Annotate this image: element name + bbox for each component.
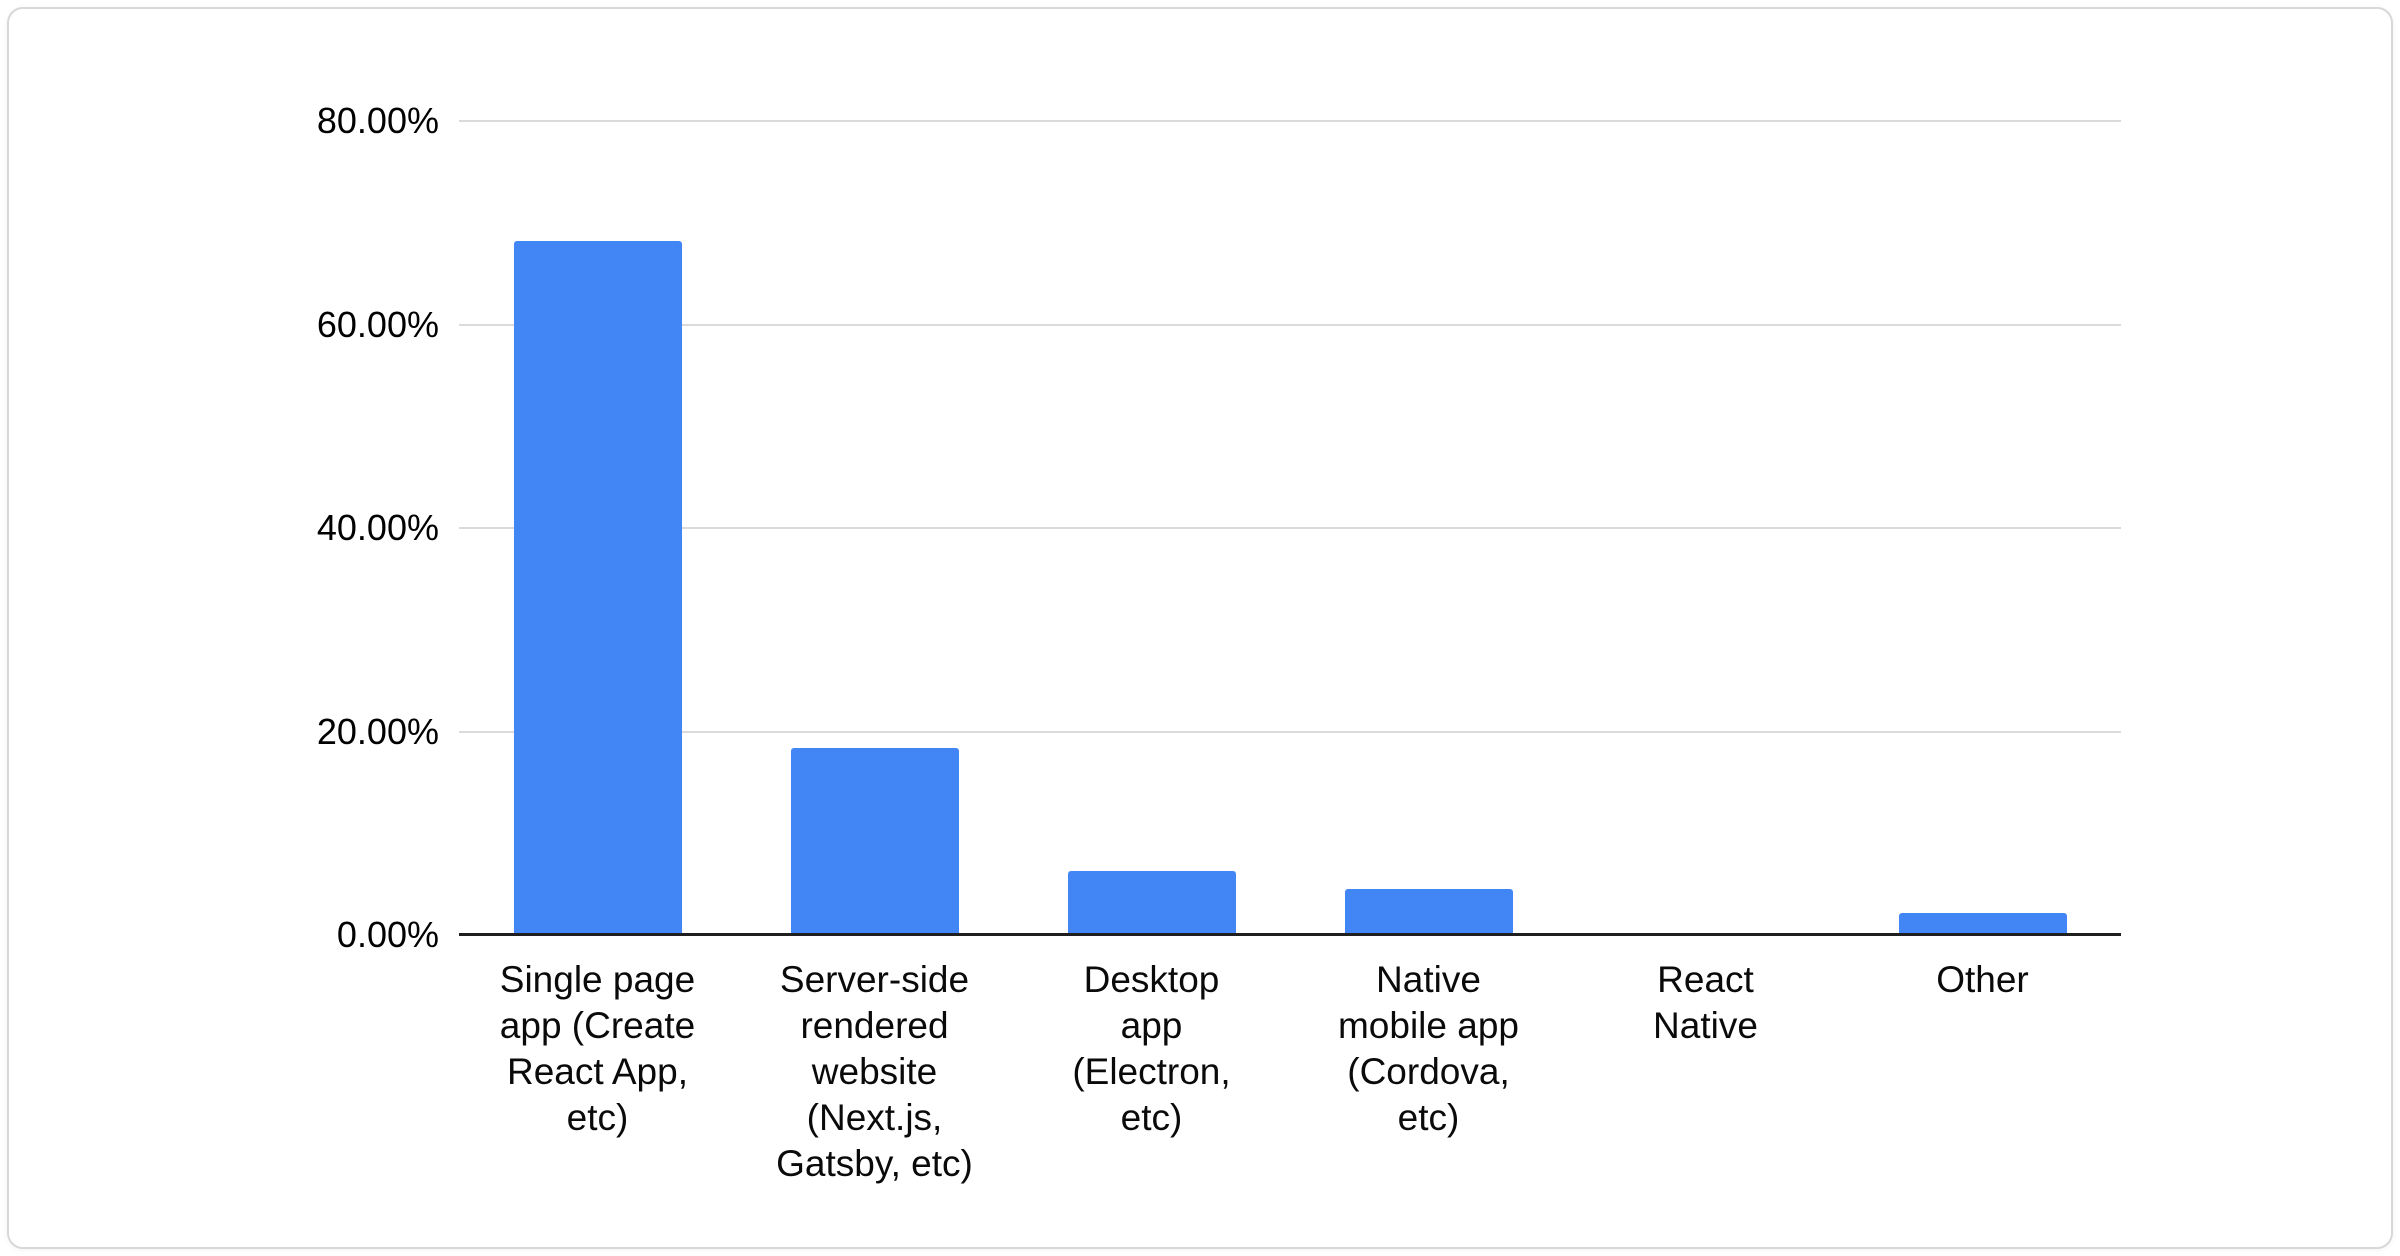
x-label-5: Other xyxy=(1936,959,2029,1000)
bar-column-2 xyxy=(1013,121,1290,935)
bar-column-5 xyxy=(1844,121,2121,935)
gridline-20 xyxy=(459,730,2121,733)
gridline-60 xyxy=(459,323,2121,326)
y-tick-label-0: 0.00% xyxy=(336,914,439,955)
x-axis-line xyxy=(459,933,2121,936)
bar-1 xyxy=(790,747,959,935)
bar-column-1 xyxy=(736,121,1013,935)
x-label-3: Native mobile app (Cordova, etc) xyxy=(1337,959,1519,1138)
y-tick-label-80: 80.00% xyxy=(316,100,439,141)
x-label-4: React Native xyxy=(1653,959,1758,1046)
bar-5 xyxy=(1898,912,2067,935)
plot-area xyxy=(459,120,2121,936)
x-axis-labels: Single page app (Create React App, etc) Serv… xyxy=(459,957,2121,1187)
bar-2 xyxy=(1067,870,1236,935)
bar-column-4 xyxy=(1567,121,1844,935)
bar-0 xyxy=(513,241,682,935)
x-label-1: Server-side rendered website (Next.js, Gatsb… xyxy=(776,959,973,1184)
bars-row xyxy=(459,121,2121,935)
gridline-80 xyxy=(459,120,2121,122)
bar-column-3 xyxy=(1290,121,1567,935)
x-label-0: Single page app (Create React App, etc) xyxy=(499,959,696,1138)
y-tick-label-60: 60.00% xyxy=(316,303,439,345)
bar-column-0 xyxy=(459,121,736,935)
y-tick-label-20: 20.00% xyxy=(316,710,439,752)
y-axis: 0.00% 20.00% 40.00% 60.00% 80.00% xyxy=(149,100,439,955)
bar-3 xyxy=(1344,889,1513,935)
chart-card: 0.00% 20.00% 40.00% 60.00% 80.00% Single pag… xyxy=(7,7,2393,1249)
gridline-40 xyxy=(459,527,2121,529)
y-tick-label-40: 40.00% xyxy=(316,507,439,548)
x-label-2: Desktop app (Electron, etc) xyxy=(1072,959,1231,1138)
